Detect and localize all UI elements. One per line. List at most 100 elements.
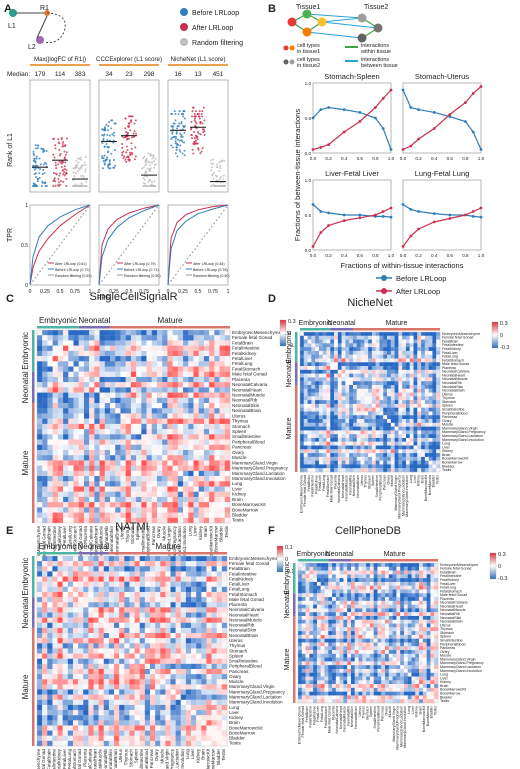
row-label: NeonatalBrain [232,408,262,413]
heatmap-cell [219,476,225,482]
heatmap-cell [73,470,79,477]
heatmap-cell [337,422,342,427]
heatmap-cell [134,715,140,721]
heatmap-cell [201,674,207,680]
heatmap-cell [352,464,357,469]
heatmap-cell [432,407,437,412]
heatmap-cell [356,419,361,423]
heatmap-cell [124,679,130,685]
heatmap-cell [68,486,74,492]
heatmap-cell [160,638,166,644]
heatmap-cell [224,418,231,425]
heatmap-cell [326,460,331,465]
heatmap-cell [183,470,189,477]
heatmap-cell [371,381,376,386]
heatmap-cell [402,384,407,389]
roc-line [98,204,160,286]
heatmap-cell [78,689,84,695]
heatmap-cell [88,566,94,572]
heatmap-cell [387,377,391,382]
heatmap-cell [398,339,403,344]
heatmap-cell [322,422,327,427]
rank-dot [85,180,88,183]
rank-dot [36,165,39,168]
heatmap-cell [413,453,418,458]
heatmap-cell [180,663,187,670]
heatmap-cell [183,496,189,503]
rank-dot [124,135,127,138]
heatmap-cell [383,407,388,412]
heatmap-cell [216,648,223,654]
heatmap-cell [57,465,64,471]
heatmap-cell [198,392,205,398]
roc-legend-label: Before LRLoop (0.78) [193,268,228,272]
heatmap-cell [136,330,142,336]
col-label: FetalKidney [314,475,318,494]
heatmap-cell [402,366,407,370]
heatmap-cell [47,465,53,471]
heatmap-cell [37,602,43,608]
rank-dot [60,137,63,140]
heatmap-cell [387,407,391,412]
curve-point [319,146,323,149]
heatmap-cell [177,486,184,492]
heatmap-cell [387,396,391,401]
heatmap-cell [394,350,399,355]
heatmap-cell [183,502,189,508]
heatmap-cell [180,571,187,577]
heatmap-cell [68,476,74,482]
heatmap-cell [203,356,210,362]
x-tick-label: 0.0 [400,253,407,258]
rank-dot [201,122,204,125]
heatmap-cell [62,653,68,659]
row-label: NeonatalHeart [442,373,465,377]
heatmap-cell [428,449,433,454]
heatmap-cell [318,430,323,435]
heatmap-cell [216,679,223,685]
heatmap-cell [221,679,228,685]
heatmap-cell [375,403,380,408]
heatmap-cell [219,465,225,471]
heatmap-cell [115,455,121,461]
heatmap-cell [214,465,220,471]
heatmap-cell [311,396,316,401]
heatmap-cell [78,392,85,398]
heatmap-cell [421,384,426,389]
rank-dot [42,163,45,166]
heatmap-cell [94,418,100,425]
heatmap-cell [52,612,58,618]
rank-dot [145,185,148,187]
heatmap-cell [165,704,171,711]
heatmap-cell [129,653,135,659]
heatmap-cell [42,345,48,352]
heatmap-cell [104,439,111,445]
rank-dot [134,155,137,158]
heatmap-cell [83,617,89,623]
rank-dot [111,133,114,136]
row-label: NeonatalHeart [232,387,262,392]
heatmap-cell [120,502,126,508]
rank-dot [199,152,202,155]
legend-dot-b [381,275,387,281]
heatmap-cell [98,581,104,587]
heatmap-cell [428,388,433,393]
heatmap-cell [315,339,320,344]
rank-dot [145,159,148,162]
heatmap-cell [129,648,135,654]
heatmap-cell [352,415,357,420]
heatmap-cell [139,653,145,659]
heatmap-cell [136,460,142,466]
heatmap-cell [360,460,365,465]
heatmap-cell [405,430,410,435]
heatmap-cell [99,335,105,341]
heatmap-cell [193,408,199,414]
heatmap-cell [390,445,395,450]
heatmap-cell [209,387,215,393]
heatmap-cell [356,445,361,450]
heatmap-cell [387,373,391,378]
heatmap-cell [214,382,220,388]
curve-point [342,219,346,223]
heatmap-cell [371,347,376,352]
heatmap-cell [52,486,59,492]
median-value: 298 [144,71,155,78]
